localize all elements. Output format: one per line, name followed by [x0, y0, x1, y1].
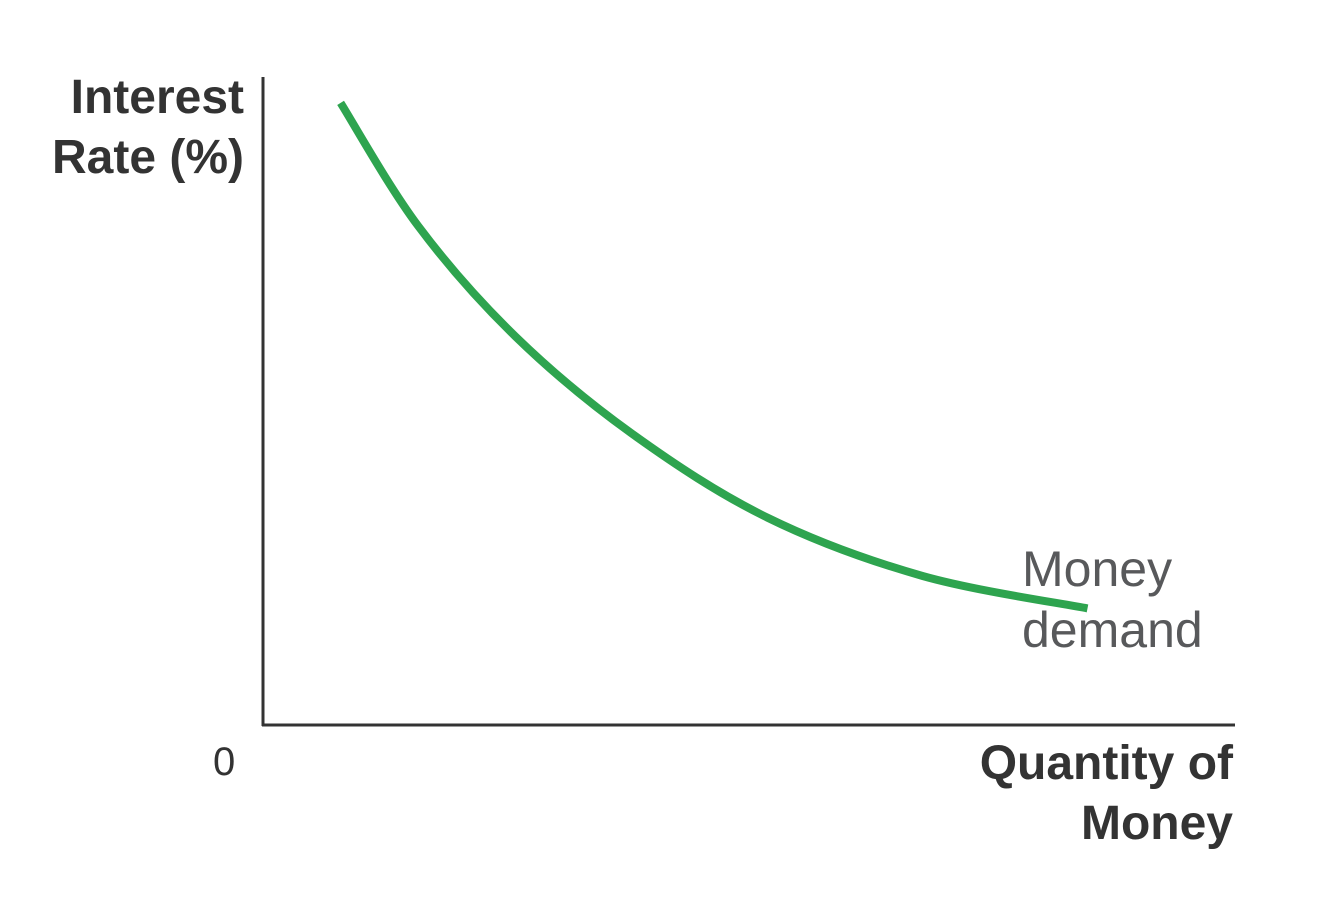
origin-label: 0: [213, 740, 236, 784]
y-axis-label-line-1: Interest: [70, 71, 244, 124]
money-demand-curve: [337, 100, 1089, 613]
y-axis-label-line-2: Rate (%): [51, 131, 244, 184]
x-axis-label-line-2: Money: [1080, 797, 1233, 850]
money-demand-label-line-1: Money: [1022, 541, 1173, 597]
money-demand-label-line-2: demand: [1022, 602, 1203, 658]
x-axis-label-line-1: Quantity of: [979, 737, 1233, 790]
